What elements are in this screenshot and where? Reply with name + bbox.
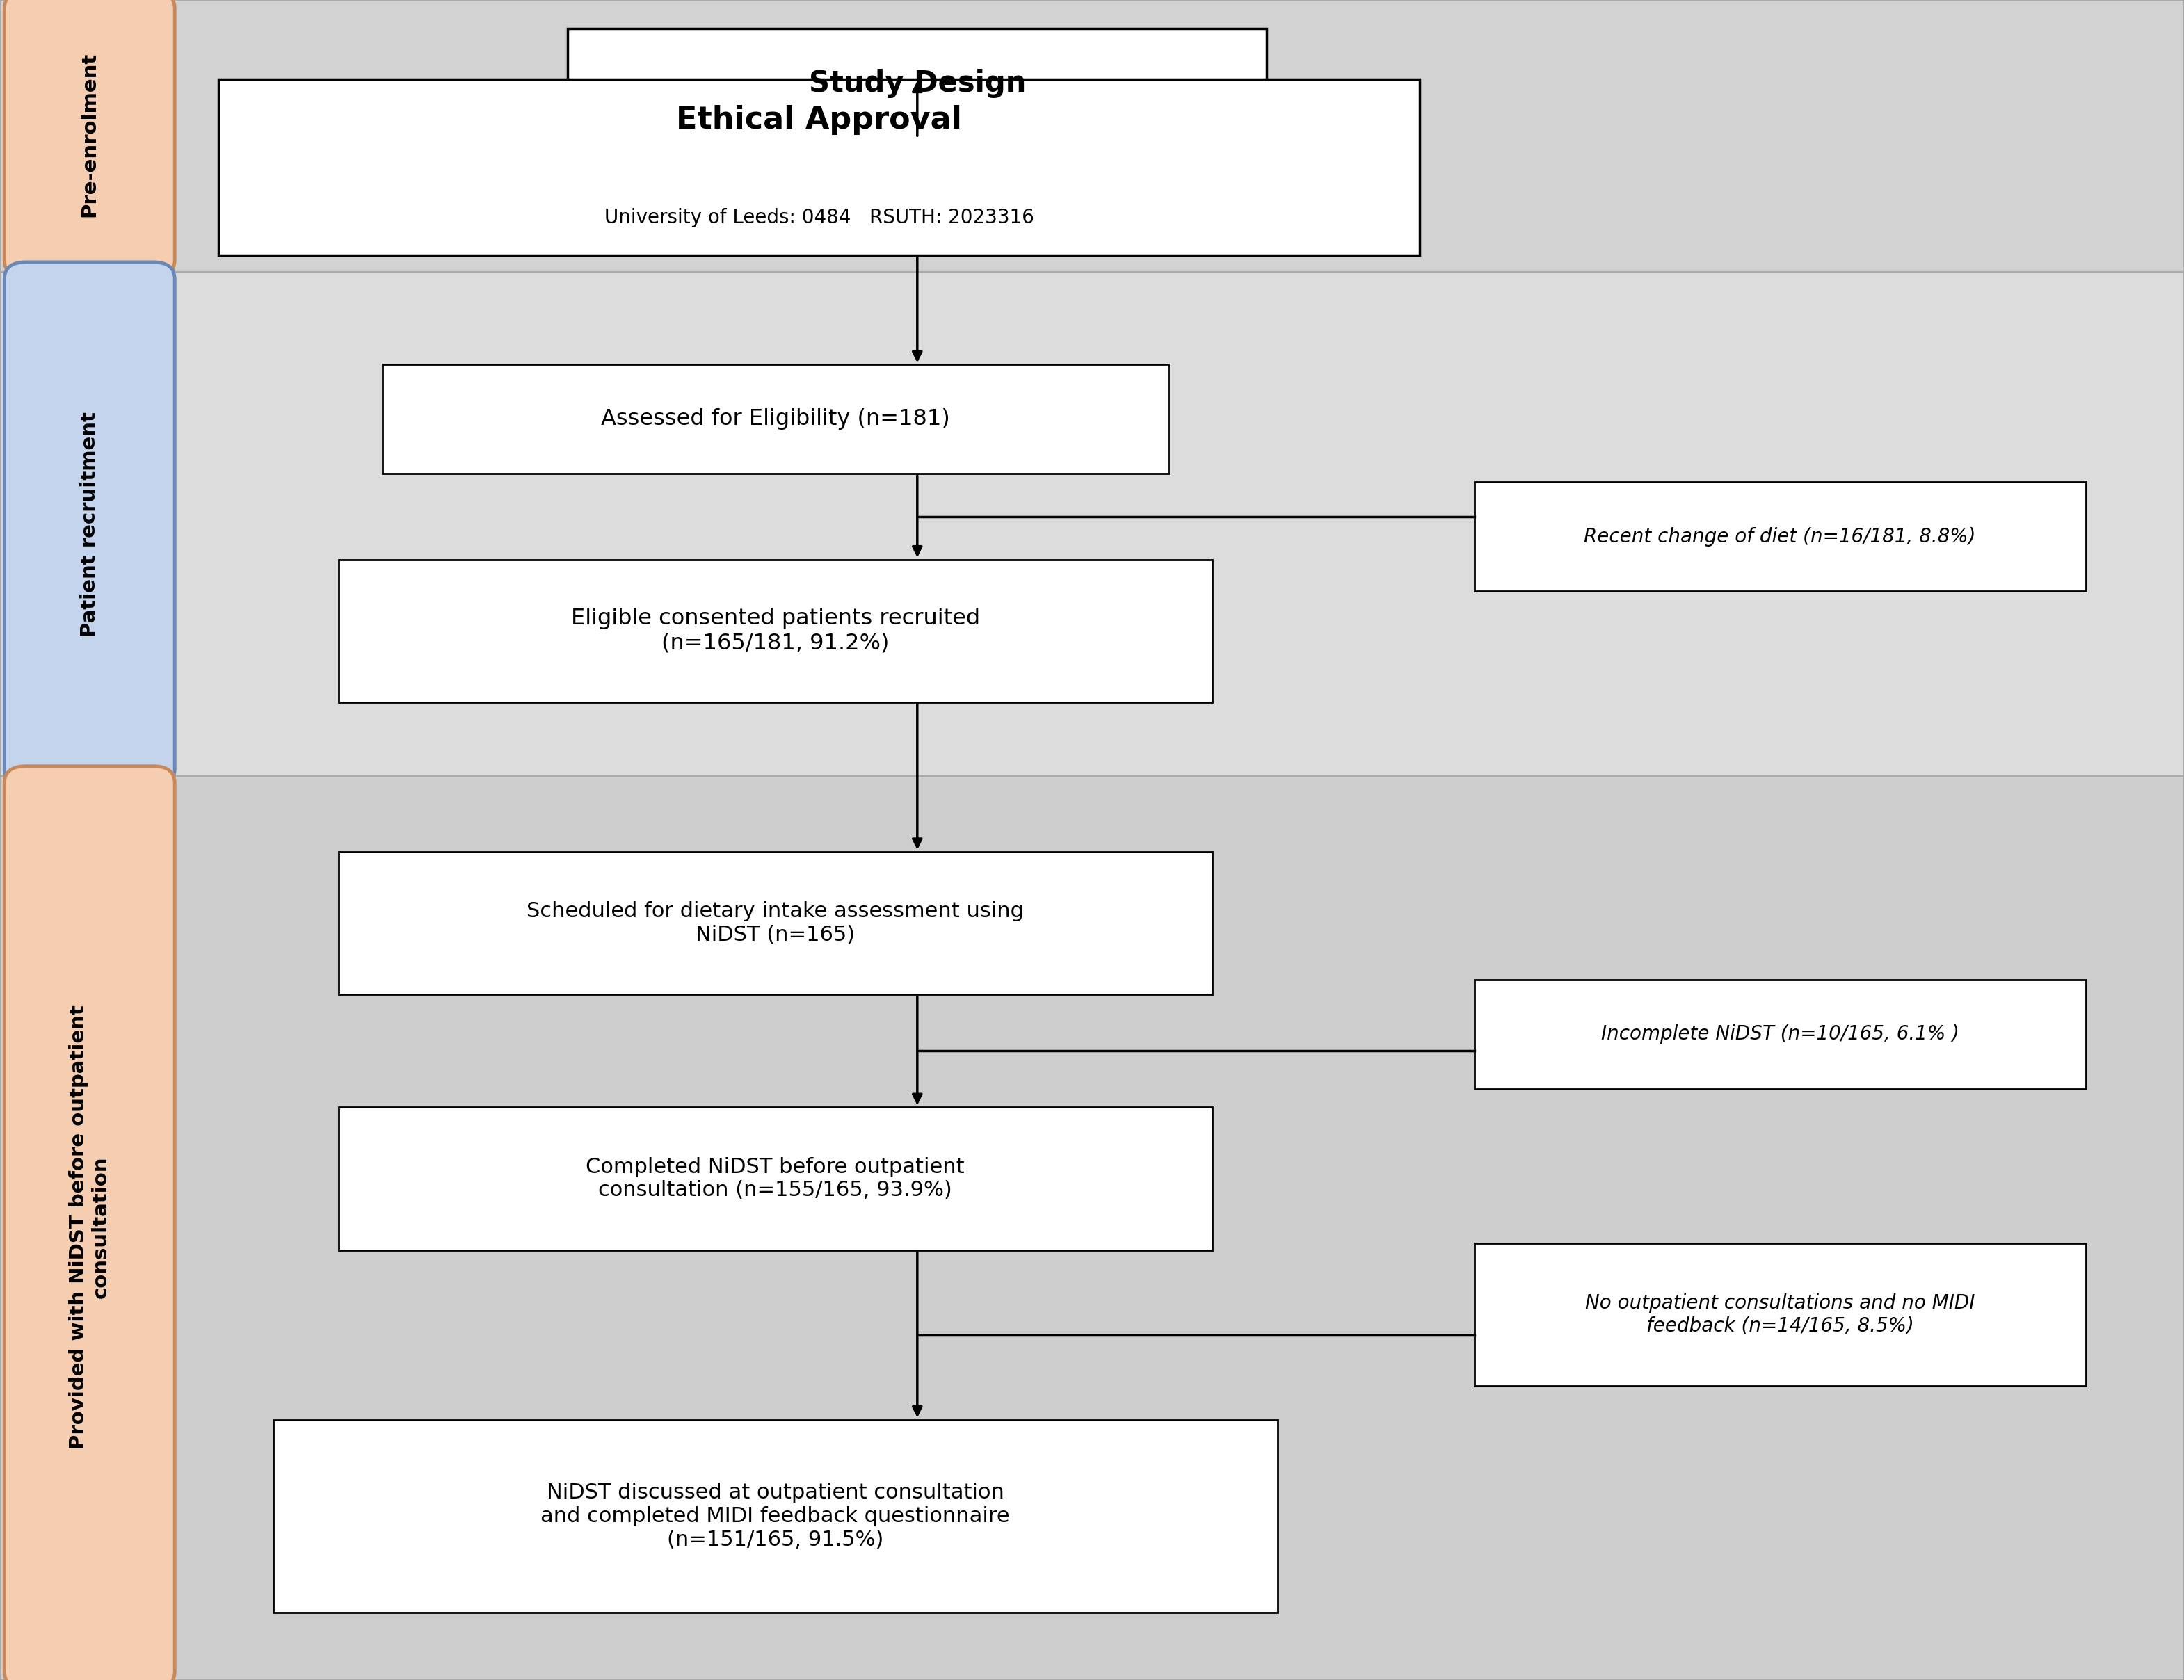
FancyBboxPatch shape: [218, 79, 1420, 255]
Text: Assessed for Eligibility (n=181): Assessed for Eligibility (n=181): [601, 408, 950, 430]
Text: Incomplete NiDST (n=10/165, 6.1% ): Incomplete NiDST (n=10/165, 6.1% ): [1601, 1025, 1959, 1043]
FancyBboxPatch shape: [1474, 1243, 2086, 1386]
Text: Provided with NiDST before outpatient
consultation: Provided with NiDST before outpatient co…: [68, 1005, 111, 1450]
FancyBboxPatch shape: [382, 365, 1168, 474]
Text: University of Leeds: 0484   RSUTH: 2023316: University of Leeds: 0484 RSUTH: 2023316: [605, 208, 1033, 227]
FancyBboxPatch shape: [568, 29, 1267, 138]
FancyBboxPatch shape: [339, 852, 1212, 995]
FancyBboxPatch shape: [4, 262, 175, 786]
FancyBboxPatch shape: [0, 272, 2184, 776]
Text: Scheduled for dietary intake assessment using
NiDST (n=165): Scheduled for dietary intake assessment …: [526, 902, 1024, 944]
FancyBboxPatch shape: [1474, 979, 2086, 1089]
Text: Patient recruitment: Patient recruitment: [81, 412, 98, 637]
Text: Eligible consented patients recruited
(n=165/181, 91.2%): Eligible consented patients recruited (n…: [570, 608, 981, 654]
Text: No outpatient consultations and no MIDI
feedback (n=14/165, 8.5%): No outpatient consultations and no MIDI …: [1586, 1294, 1974, 1336]
FancyBboxPatch shape: [273, 1420, 1278, 1613]
FancyBboxPatch shape: [0, 776, 2184, 1680]
Text: Pre-enrolment: Pre-enrolment: [81, 52, 98, 217]
FancyBboxPatch shape: [339, 1107, 1212, 1250]
Text: Ethical Approval: Ethical Approval: [677, 106, 961, 134]
FancyBboxPatch shape: [339, 559, 1212, 702]
Text: Study Design: Study Design: [808, 69, 1026, 97]
Text: NiDST discussed at outpatient consultation
and completed MIDI feedback questionn: NiDST discussed at outpatient consultati…: [542, 1483, 1009, 1549]
FancyBboxPatch shape: [1474, 482, 2086, 591]
FancyBboxPatch shape: [4, 0, 175, 277]
Text: Recent change of diet (n=16/181, 8.8%): Recent change of diet (n=16/181, 8.8%): [1583, 528, 1977, 546]
Text: Completed NiDST before outpatient
consultation (n=155/165, 93.9%): Completed NiDST before outpatient consul…: [585, 1158, 965, 1200]
FancyBboxPatch shape: [0, 0, 2184, 272]
FancyBboxPatch shape: [4, 766, 175, 1680]
